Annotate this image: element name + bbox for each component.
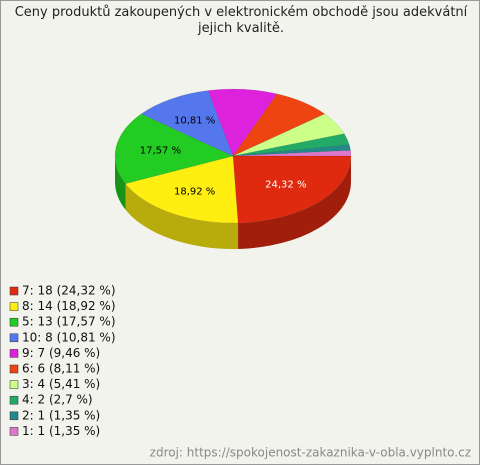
slice: [207, 88, 278, 157]
legend-label: 1: 1 (1,35 %): [22, 424, 100, 438]
legend-label: 6: 6 (8,11 %): [22, 362, 100, 376]
legend-label: 7: 18 (24,32 %): [22, 284, 116, 298]
legend-label: 2: 1 (1,35 %): [22, 408, 100, 422]
slice-side: [238, 156, 351, 249]
slice-label: 17,57 %: [140, 146, 181, 157]
slice-label: 10,81 %: [174, 116, 215, 127]
legend-label: 9: 7 (9,46 %): [22, 346, 100, 360]
legend-label: 3: 4 (5,41 %): [22, 377, 100, 391]
legend-swatch: [9, 302, 19, 311]
legend-swatch: [9, 317, 19, 327]
source: zdroj: https://spokojenost-zakaznika-v-o…: [150, 446, 471, 460]
slice-side: [115, 156, 126, 210]
chart-title: Ceny produktů zakoupených v elektronické…: [14, 5, 468, 36]
legend-swatch: [9, 349, 19, 358]
legend-label: 5: 13 (17,57 %): [22, 315, 116, 329]
slice: [232, 155, 352, 224]
slice: [232, 144, 351, 157]
legend-label: 4: 2 (2,7 %): [22, 393, 93, 407]
slice: [125, 155, 239, 224]
slice: [232, 93, 326, 157]
legend-swatch: [9, 395, 19, 405]
legend-swatch: [9, 333, 19, 343]
slice: [232, 133, 350, 157]
slice: [232, 150, 352, 157]
legend-swatch: [9, 380, 19, 389]
slice: [232, 113, 345, 157]
slice-label: 24,32 %: [265, 180, 306, 191]
slice-side: [125, 183, 239, 249]
slice-label: 18,92 %: [174, 186, 215, 197]
legend-swatch: [9, 286, 19, 296]
legend-swatch: [9, 427, 19, 436]
slice: [114, 113, 234, 184]
legend-swatch: [9, 364, 19, 374]
legend-label: 8: 14 (18,92 %): [22, 299, 116, 313]
slice: [140, 90, 234, 157]
legend-swatch: [9, 411, 19, 421]
legend-label: 10: 8 (10,81 %): [22, 330, 116, 344]
